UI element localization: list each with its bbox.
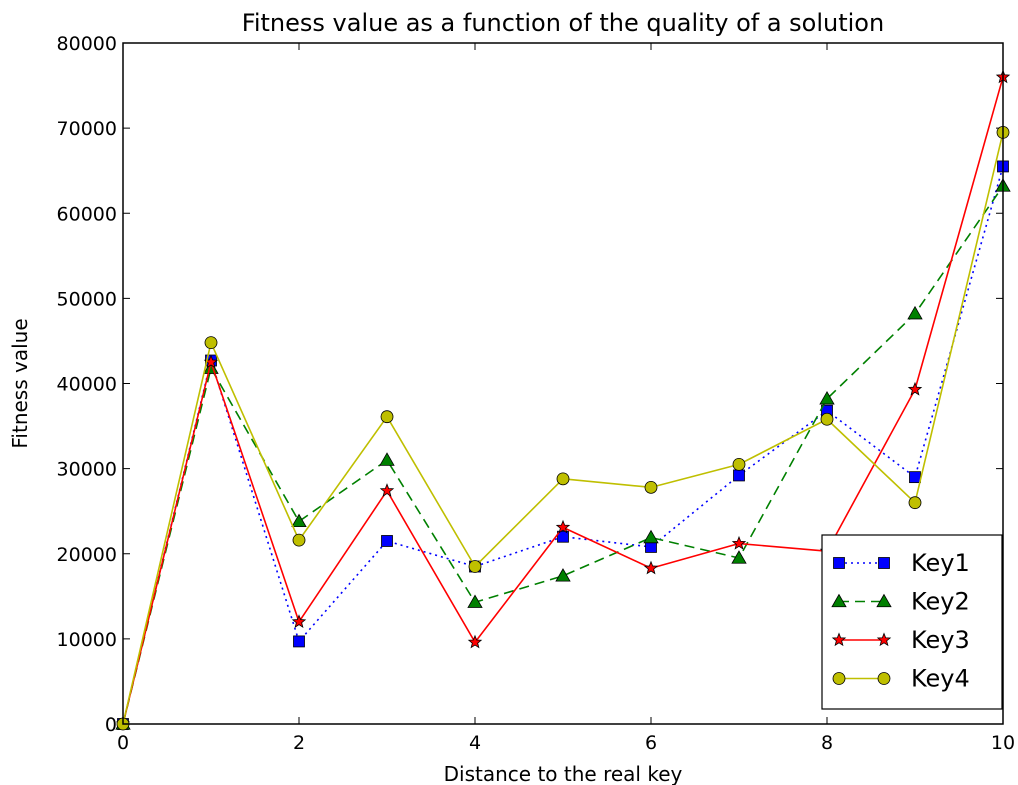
data-point — [555, 568, 571, 582]
legend-entry-key4: Key4 — [832, 665, 970, 693]
data-point — [555, 519, 571, 534]
data-point — [819, 391, 835, 405]
x-tick-label: 4 — [469, 732, 481, 754]
legend-entry-key1: Key1 — [833, 549, 970, 577]
data-point — [643, 560, 659, 575]
legend-entry-key2: Key2 — [831, 588, 970, 616]
legend-marker — [876, 632, 892, 647]
data-point — [292, 533, 306, 547]
y-axis-title: Fitness value — [8, 318, 32, 448]
data-point — [379, 452, 395, 466]
legend-marker — [878, 557, 890, 569]
legend-label: Key3 — [911, 626, 970, 654]
legend-label: Key1 — [911, 549, 970, 577]
y-tick-label: 80000 — [57, 33, 117, 55]
data-point — [644, 480, 658, 494]
data-point — [380, 410, 394, 424]
data-point — [907, 305, 923, 320]
data-point — [909, 471, 921, 484]
x-tick-label: 10 — [991, 732, 1015, 754]
legend-marker — [831, 593, 847, 608]
data-point — [733, 469, 745, 482]
y-tick-label: 70000 — [57, 118, 117, 140]
y-tick-label: 10000 — [57, 629, 117, 651]
data-point — [291, 513, 307, 528]
x-axis-ticks: 0 2 4 6 8 10 — [117, 43, 1015, 754]
legend-marker — [877, 672, 891, 685]
legend: Key1 Key2 Key3 Key4 — [821, 534, 1003, 710]
y-tick-label: 30000 — [57, 459, 117, 481]
legend-label: Key2 — [911, 588, 970, 616]
plot-frame — [122, 42, 1004, 725]
y-tick-label: 40000 — [57, 374, 117, 396]
legend-label: Key4 — [911, 665, 970, 693]
data-point — [820, 412, 834, 426]
data-point — [557, 530, 569, 543]
y-tick-label: 20000 — [57, 544, 117, 566]
x-tick-label: 8 — [821, 732, 833, 754]
data-point — [732, 457, 746, 471]
legend-marker — [831, 632, 847, 647]
x-tick-label: 0 — [117, 732, 129, 754]
x-axis-title: Distance to the real key — [444, 762, 683, 785]
y-tick-label: 0 — [105, 714, 117, 736]
series-line — [122, 166, 1004, 725]
data-point — [467, 634, 483, 649]
data-point — [293, 635, 305, 648]
data-point — [643, 529, 659, 544]
legend-box — [821, 534, 1003, 710]
chart-title: Fitness value as a function of the quali… — [242, 9, 884, 37]
data-point — [381, 535, 393, 547]
data-point — [379, 483, 395, 497]
legend-marker — [833, 557, 845, 569]
data-point — [204, 336, 218, 350]
series-line — [122, 185, 1004, 725]
legend-entry-key3: Key3 — [831, 626, 970, 654]
y-tick-label: 60000 — [57, 203, 117, 225]
legend-marker — [832, 672, 846, 685]
data-point — [731, 535, 747, 550]
legend-marker — [876, 593, 892, 608]
data-point — [908, 496, 922, 510]
x-tick-label: 2 — [293, 732, 305, 754]
data-point — [907, 381, 923, 396]
data-point — [468, 560, 482, 573]
data-point — [467, 594, 483, 608]
data-point — [731, 550, 747, 564]
x-tick-label: 6 — [645, 732, 657, 754]
data-point — [291, 614, 307, 629]
y-tick-label: 50000 — [57, 288, 117, 310]
series-key4 — [116, 125, 1010, 731]
data-point — [556, 472, 570, 486]
